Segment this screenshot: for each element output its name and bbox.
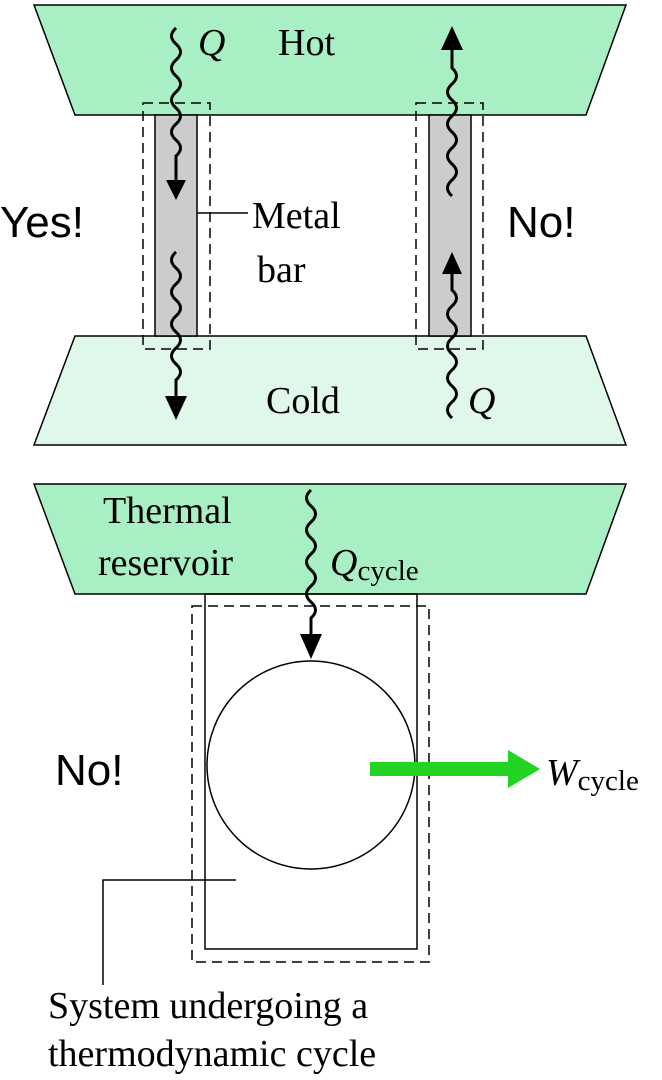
no-label-bottom: No! [55, 746, 123, 795]
system-label-line2: thermodynamic cycle [48, 1033, 376, 1075]
heat-flow-arrow-right-upper [446, 46, 458, 198]
metal-bar-label-line1: Metal [252, 195, 341, 237]
system-boundary-right [415, 102, 484, 350]
w-cycle-main: W [546, 752, 581, 794]
arrowhead-right-upper [441, 26, 463, 50]
yes-label: Yes! [0, 198, 84, 247]
q-left-label: Q [198, 22, 225, 64]
q-cycle-sub: cycle [357, 555, 418, 587]
thermal-reservoir [32, 483, 628, 595]
q-cycle-label: Qcycle [330, 542, 419, 587]
w-cycle-label: Wcycle [546, 752, 639, 797]
heat-flow-arrow-left-upper [170, 26, 182, 186]
heat-flow-arrow-right-lower [446, 270, 458, 420]
work-arrow-head [508, 750, 540, 788]
arrowhead-right-lower [442, 252, 462, 274]
arrowhead-left-lower [165, 396, 187, 420]
q-right-label: Q [468, 380, 495, 422]
q-cycle-main: Q [330, 542, 357, 584]
hot-label: Hot [278, 22, 335, 64]
cold-label: Cold [266, 380, 340, 422]
reservoir-label-line2: reservoir [98, 542, 233, 584]
reservoir-label-line1: Thermal [103, 490, 232, 532]
heat-flow-arrow-left-lower [170, 250, 182, 402]
q-cycle-arrowhead [300, 634, 322, 659]
w-cycle-sub: cycle [578, 765, 639, 797]
hot-reservoir [32, 4, 628, 116]
metal-bar-left [154, 114, 198, 337]
system-label-line1: System undergoing a [48, 985, 368, 1027]
metal-bar-label-line2: bar [257, 249, 306, 291]
q-cycle-arrow [305, 488, 317, 640]
work-arrow-shaft [370, 762, 510, 776]
system-boundary [191, 605, 430, 963]
system-leader-line [102, 879, 236, 985]
system-boundary-left [142, 102, 211, 350]
arrowhead-left-upper [166, 180, 186, 200]
no-label-top: No! [507, 198, 575, 247]
